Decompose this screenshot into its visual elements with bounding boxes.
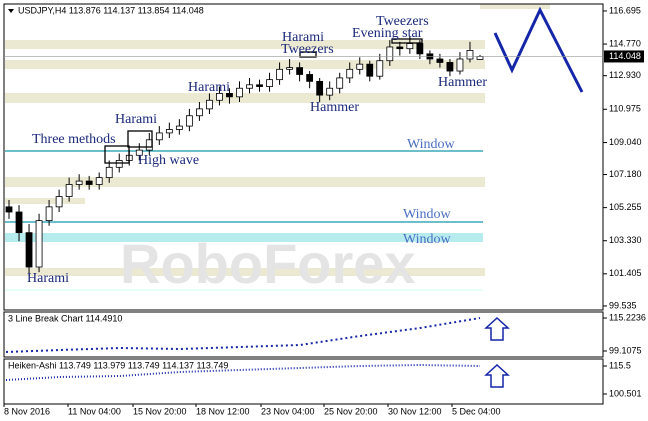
candle-body	[5, 206, 13, 213]
y-tick-label: 105.255	[609, 202, 642, 212]
candle-body	[476, 56, 484, 60]
candle-body	[376, 60, 384, 77]
y-tick-label: 103.330	[609, 235, 642, 245]
windows	[5, 150, 483, 291]
pattern-annotation: Harami	[188, 80, 230, 95]
x-tick-label: 5 Dec 04:00	[452, 406, 501, 416]
y-tick-label: 112.930	[609, 70, 641, 80]
x-tick-label: 25 Nov 20:00	[324, 406, 378, 416]
price-label: 114.048	[609, 51, 641, 61]
x-tick-label: 15 Nov 20:00	[133, 406, 187, 416]
candle-body	[85, 180, 93, 185]
candle-body	[346, 68, 354, 79]
support-resistance-zones	[5, 4, 550, 276]
main-panel	[5, 36, 484, 276]
watermark: RoboForex	[120, 232, 416, 295]
pattern-annotation: Hammer	[438, 75, 487, 90]
candle-body	[196, 108, 203, 117]
candle-body	[326, 87, 334, 96]
candle-body	[216, 92, 223, 101]
pattern-annotation: Tweezers	[281, 42, 334, 57]
x-tick-label: 8 Nov 2016	[4, 406, 50, 416]
x-tick-label: 18 Nov 12:00	[196, 406, 250, 416]
forecast-line	[493, 6, 584, 93]
pattern-annotation: Harami	[115, 112, 157, 127]
candle-body	[236, 87, 243, 98]
signal-arrows	[484, 316, 510, 388]
candle-body	[316, 80, 324, 96]
candle-body	[45, 206, 53, 222]
candle-body	[226, 92, 233, 98]
candle-body	[256, 84, 263, 87]
candle-body	[296, 67, 304, 75]
candle-body	[386, 46, 394, 62]
candle-body	[25, 232, 33, 268]
candle-body	[35, 220, 43, 268]
pattern-annotation: Hammer	[310, 100, 359, 115]
candle-body	[286, 67, 293, 70]
pattern-annotation: Harami	[282, 30, 324, 45]
pattern-annotation: Harami	[27, 271, 69, 286]
candle-body	[185, 115, 193, 127]
x-tick-label: 11 Nov 04:00	[68, 406, 121, 416]
x-tick-label: 30 Nov 12:00	[388, 406, 442, 416]
y-tick-label: 110.975	[609, 104, 641, 114]
candle-body	[75, 180, 83, 185]
candle-body	[336, 77, 344, 89]
candle-body	[165, 129, 173, 134]
panel-frames	[3, 3, 604, 405]
y-tick-label: 116.695	[609, 5, 641, 15]
candle-body	[175, 125, 183, 130]
pattern-boxes	[104, 38, 423, 164]
y-tick-label: 114.770	[609, 38, 641, 48]
candle-body	[105, 166, 113, 179]
candle-body	[436, 58, 444, 63]
candle-body	[115, 160, 123, 168]
pattern-annotation: Window	[403, 207, 452, 222]
candle-body	[15, 211, 23, 234]
price-label-box	[604, 50, 644, 63]
pattern-annotation: Window	[407, 137, 456, 152]
pattern-annotation: Evening star	[352, 26, 423, 41]
y-tick-label: 115.5	[609, 360, 631, 370]
panel-title: 3 Line Break Chart 114.4910	[8, 313, 122, 323]
candle-body	[155, 132, 163, 141]
candle-body	[135, 149, 143, 156]
candle-body	[246, 84, 253, 89]
candle-body	[456, 58, 464, 72]
y-tick-label: 107.180	[609, 169, 642, 179]
line-break-blocks	[5, 317, 481, 353]
heiken-ashi-bars	[5, 363, 481, 381]
pattern-annotation: Window	[403, 232, 452, 247]
candle-body	[55, 196, 63, 208]
chart-title: USDJPY,H4 113.876 114.137 113.854 114.04…	[18, 5, 204, 15]
menu-arrow	[8, 9, 14, 13]
candle-body	[266, 79, 273, 87]
candle-body	[356, 63, 364, 70]
panel-title: Heiken-Ashi 113.749 113.979 113.749 114.…	[8, 360, 228, 370]
candle-body	[95, 177, 103, 185]
candle-body	[416, 43, 424, 55]
pattern-annotation: High wave	[138, 153, 199, 168]
y-tick-label: 100.501	[609, 388, 642, 398]
x-tick-label: 23 Nov 04:00	[261, 406, 315, 416]
candle-body	[466, 50, 474, 60]
y-tick-label: 99.1075	[609, 345, 642, 355]
y-tick-label: 99.535	[609, 300, 637, 310]
pattern-annotation: Three methods	[32, 132, 116, 147]
candle-body	[366, 63, 374, 77]
pattern-annotation: Tweezers	[376, 14, 429, 29]
y-tick-label: 109.040	[609, 137, 642, 147]
candle-body	[65, 184, 73, 197]
candle-body	[206, 99, 213, 110]
candle-body	[396, 46, 404, 50]
candle-body	[446, 62, 454, 72]
candle-body	[276, 68, 283, 81]
y-tick-label: 115.2236	[609, 312, 646, 322]
candle-body	[306, 74, 314, 82]
candle-body	[406, 43, 414, 50]
y-tick-label: 101.405	[609, 268, 642, 278]
